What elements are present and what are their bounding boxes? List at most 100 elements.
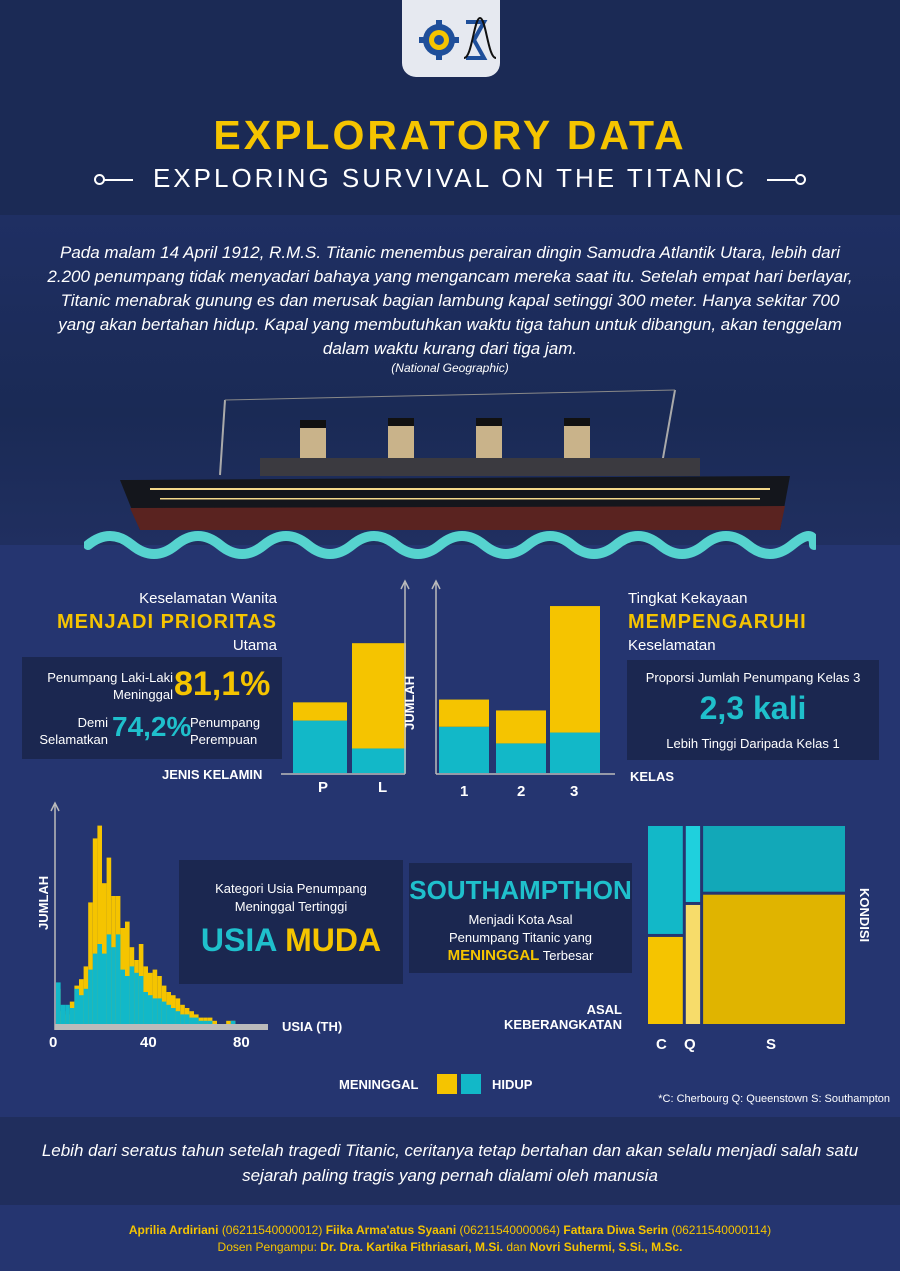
age-xlabel: USIA (TH) [282, 1019, 343, 1034]
page-subtitle: EXPLORING SURVIVAL ON THE TITANIC [152, 163, 748, 193]
age-bar-survived-22 [106, 934, 112, 1024]
female-label-3: Penumpang [190, 715, 261, 730]
mosaic-tick-c: C [656, 1036, 667, 1053]
age-bar-survived-24 [111, 947, 116, 1024]
class-ylabel: JUMLAH [402, 675, 417, 730]
gender-line2: MENJADI PRIORITAS [57, 611, 277, 633]
age-bar-survived-58 [189, 1017, 194, 1024]
mosaic-tile-S-died [703, 894, 845, 1024]
mosaic-tick-q: Q [684, 1036, 696, 1053]
lecturer-conj: dan [506, 1240, 527, 1254]
gender-line3: Utama [232, 637, 277, 654]
gender-bar-P-died [293, 702, 347, 721]
port-text: Menjadi Kota Asal Penumpang Titanic yang… [409, 911, 632, 965]
lecturer-line: Dosen Pengampu: Dr. Dra. Kartika Fithria… [0, 1239, 900, 1256]
age-bars [56, 825, 236, 1024]
age-bar-died-58 [189, 1011, 194, 1024]
age-bar-survived-42 [152, 998, 158, 1024]
mosaic-xlabel: ASAL KEBERANGKATAN [504, 1002, 622, 1032]
female-saved-pct: 74,2% [112, 711, 192, 742]
age-big-text: USIA MUDA [179, 922, 403, 959]
age-bar-survived-16 [92, 953, 98, 1024]
author-2-name: Fiika Arma'atus Syaani [325, 1223, 457, 1237]
age-tick-80: 80 [233, 1034, 250, 1051]
mosaic-tile-Q-survived [685, 826, 701, 902]
gender-bar-L-survived [352, 748, 406, 773]
class-bar-2-died [496, 710, 546, 744]
gender-tick-l: L [378, 779, 388, 796]
authors-line: Aprilia Ardiriani (06211540000012) Fiika… [0, 1222, 900, 1239]
class-chart [439, 606, 600, 773]
age-line2: Meninggal Tertinggi [234, 899, 348, 914]
age-bar-survived-54 [180, 1014, 185, 1024]
class-stats-box: Proporsi Jumlah Penumpang Kelas 3 2,3 ka… [627, 660, 879, 760]
age-bar-survived-20 [102, 953, 107, 1024]
gender-chart [293, 643, 406, 773]
male-stat-label: Penumpang Laki-Laki Meninggal [28, 669, 173, 703]
female-stat-label-right: Penumpang Perempuan [190, 714, 260, 748]
port-line1: Menjadi Kota Asal [468, 912, 573, 927]
age-bar-survived-46 [161, 1001, 167, 1024]
age-bar-survived-32 [129, 966, 135, 1024]
mosaic-tiles [648, 826, 845, 1024]
gender-xlabel: JENIS KELAMIN [162, 767, 263, 782]
age-big1: USIA [200, 922, 277, 958]
class-line2: MEMPENGARUHI [628, 611, 807, 633]
mosaic-tile-S-survived [703, 826, 845, 892]
age-ylabel: JUMLAH [36, 875, 51, 930]
class-tick-1: 1 [460, 783, 469, 800]
age-bar-survived-26 [115, 934, 121, 1024]
age-bar-survived-48 [166, 1004, 171, 1024]
gender-tick-p: P [318, 779, 329, 796]
mosaic-tile-C-survived [648, 826, 683, 934]
age-bar-survived-2 [60, 1004, 66, 1024]
age-histogram-chart [50, 801, 268, 1030]
age-bar-survived-60 [194, 1017, 199, 1024]
male-label-1: Penumpang Laki-Laki [47, 670, 173, 685]
legend-died-swatch [437, 1074, 457, 1094]
age-bar-survived-10 [79, 995, 84, 1024]
intro-text: Pada malam 14 April 1912, R.M.S. Titanic… [47, 243, 853, 358]
lecturer-1: Dr. Dra. Kartika Fithriasari, M.Si. [320, 1240, 504, 1254]
class-bar-2-survived [496, 743, 546, 773]
class-box-value: 2,3 kali [699, 690, 807, 726]
gender-y-arrow [400, 579, 410, 590]
age-bar-survived-36 [138, 976, 144, 1024]
age-bar-survived-56 [184, 1014, 190, 1024]
age-bar-died-62 [198, 1017, 204, 1024]
class-tick-3: 3 [570, 783, 579, 800]
age-bar-survived-18 [97, 944, 102, 1024]
class-xlabel: KELAS [630, 769, 675, 784]
age-bar-survived-4 [65, 1004, 70, 1024]
gender-line1: Keselamatan Wanita [139, 590, 277, 607]
gear-emblem-icon [419, 20, 459, 60]
gender-bar-P-survived [293, 720, 347, 773]
age-bar-survived-30 [125, 976, 130, 1024]
author-1-id: (06211540000012) [221, 1223, 323, 1237]
port-line3: MENINGGAL Terbesar [409, 947, 632, 965]
logo-card [402, 0, 500, 77]
author-3-id: (06211540000114) [671, 1223, 772, 1237]
age-bar-survived-64 [203, 1020, 208, 1024]
age-bar-died-74 [226, 1020, 231, 1024]
age-bar-survived-12 [83, 988, 89, 1024]
age-bar-survived-34 [134, 972, 139, 1024]
age-bar-survived-6 [69, 1008, 75, 1024]
age-bar-survived-66 [207, 1020, 213, 1024]
lecturer-label: Dosen Pengampu: [217, 1240, 317, 1254]
age-bar-survived-50 [171, 1008, 176, 1024]
age-bar-survived-44 [157, 998, 162, 1024]
male-died-pct: 81,1% [174, 665, 271, 703]
female-stat-label-left: Demi Selamatkan [28, 714, 108, 748]
class-tick-2: 2 [517, 783, 526, 800]
port-highlight: MENINGGAL [447, 947, 540, 964]
age-bar-died-68 [212, 1020, 217, 1024]
mosaic-tick-s: S [766, 1036, 777, 1053]
age-bar-survived-0 [56, 982, 61, 1024]
legend-died-label: MENINGGAL [339, 1077, 419, 1092]
legend-survived-swatch [461, 1074, 481, 1094]
age-bar-survived-40 [148, 995, 153, 1024]
class-box-line2: Lebih Tinggi Daripada Kelas 1 [666, 736, 840, 751]
gender-bar-L-died [352, 643, 406, 749]
age-bar-survived-8 [74, 988, 79, 1024]
